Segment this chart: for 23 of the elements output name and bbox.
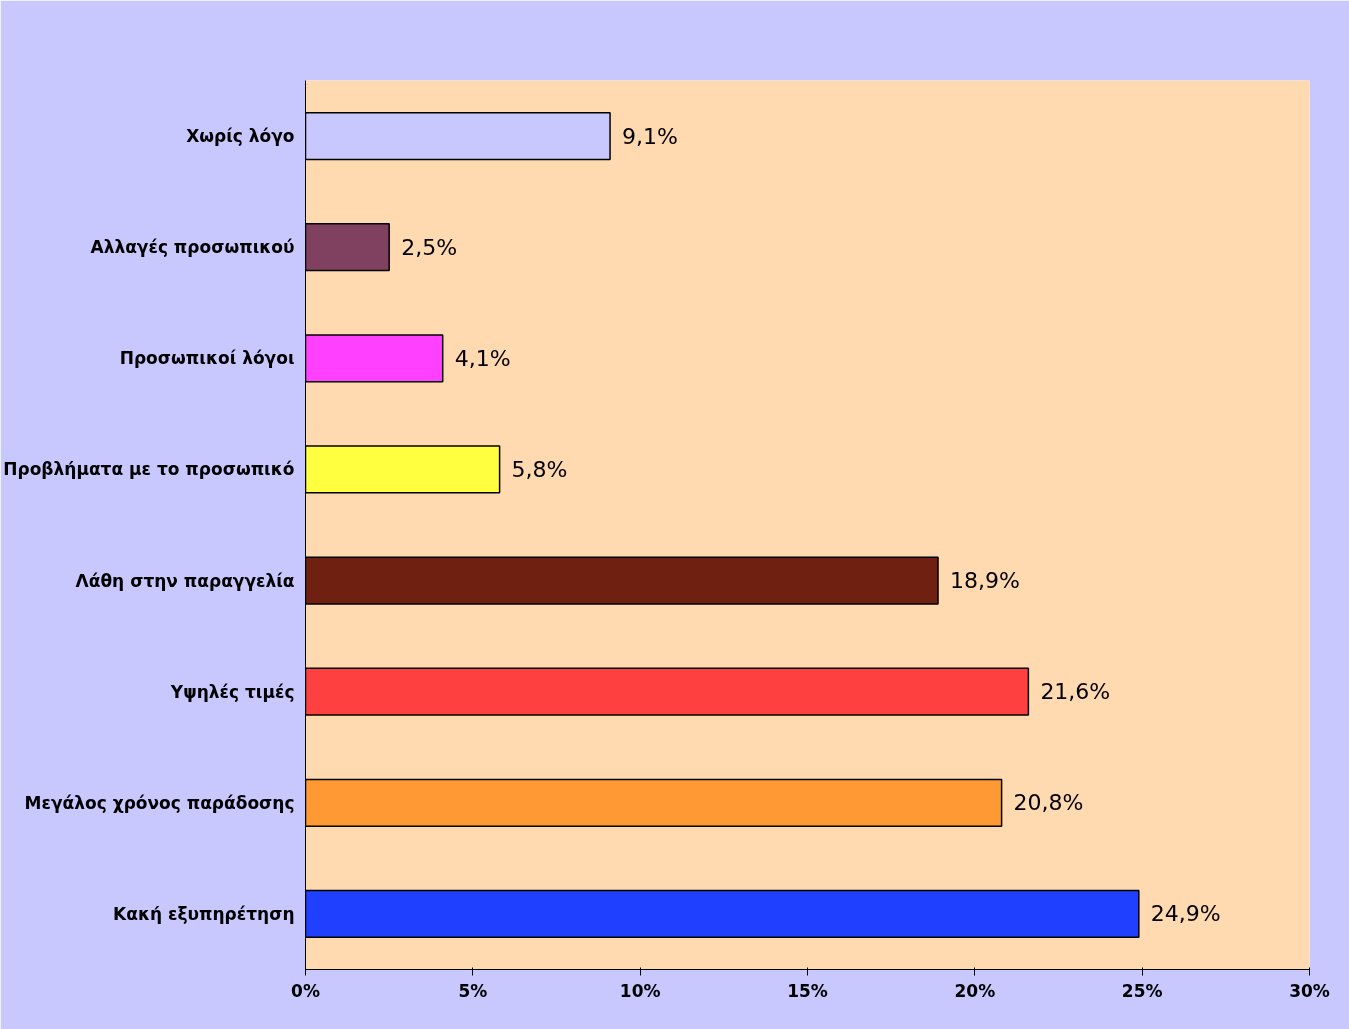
data-label: 24,9%: [1150, 901, 1221, 927]
y-tick-label: Αλλαγές προσωπικού: [90, 237, 295, 258]
y-tick-label: Προσωπικοί λόγοι: [119, 348, 295, 369]
x-tick-label: 10%: [619, 980, 661, 1001]
x-tick-label: 15%: [787, 980, 828, 1001]
x-tick-label: 20%: [954, 980, 996, 1001]
x-tick-label: 30%: [1289, 980, 1330, 1001]
x-tick-label: 5%: [458, 980, 488, 1001]
y-tick-label: Προβλήματα με το προσωπικό: [3, 459, 295, 480]
data-label: 9,1%: [622, 123, 678, 149]
x-tick-label: 0%: [291, 980, 320, 1001]
y-tick-label: Λάθη στην παραγγελία: [75, 570, 295, 591]
x-tick-label: 25%: [1121, 980, 1163, 1001]
data-label: 18,9%: [950, 568, 1020, 594]
y-tick-label: Υψηλές τιμές: [169, 681, 295, 702]
y-tick-label: Κακή εξυπηρέτηση: [113, 903, 295, 924]
y-tick-label: Χωρίς λόγο: [186, 126, 295, 147]
data-label: 2,5%: [401, 234, 458, 260]
data-label: 20,8%: [1013, 790, 1084, 816]
data-label: 21,6%: [1040, 679, 1111, 705]
data-label: 5,8%: [511, 456, 568, 482]
y-tick-label: Μεγάλος χρόνος παράδοσης: [24, 792, 295, 813]
data-label: 4,1%: [454, 345, 511, 371]
